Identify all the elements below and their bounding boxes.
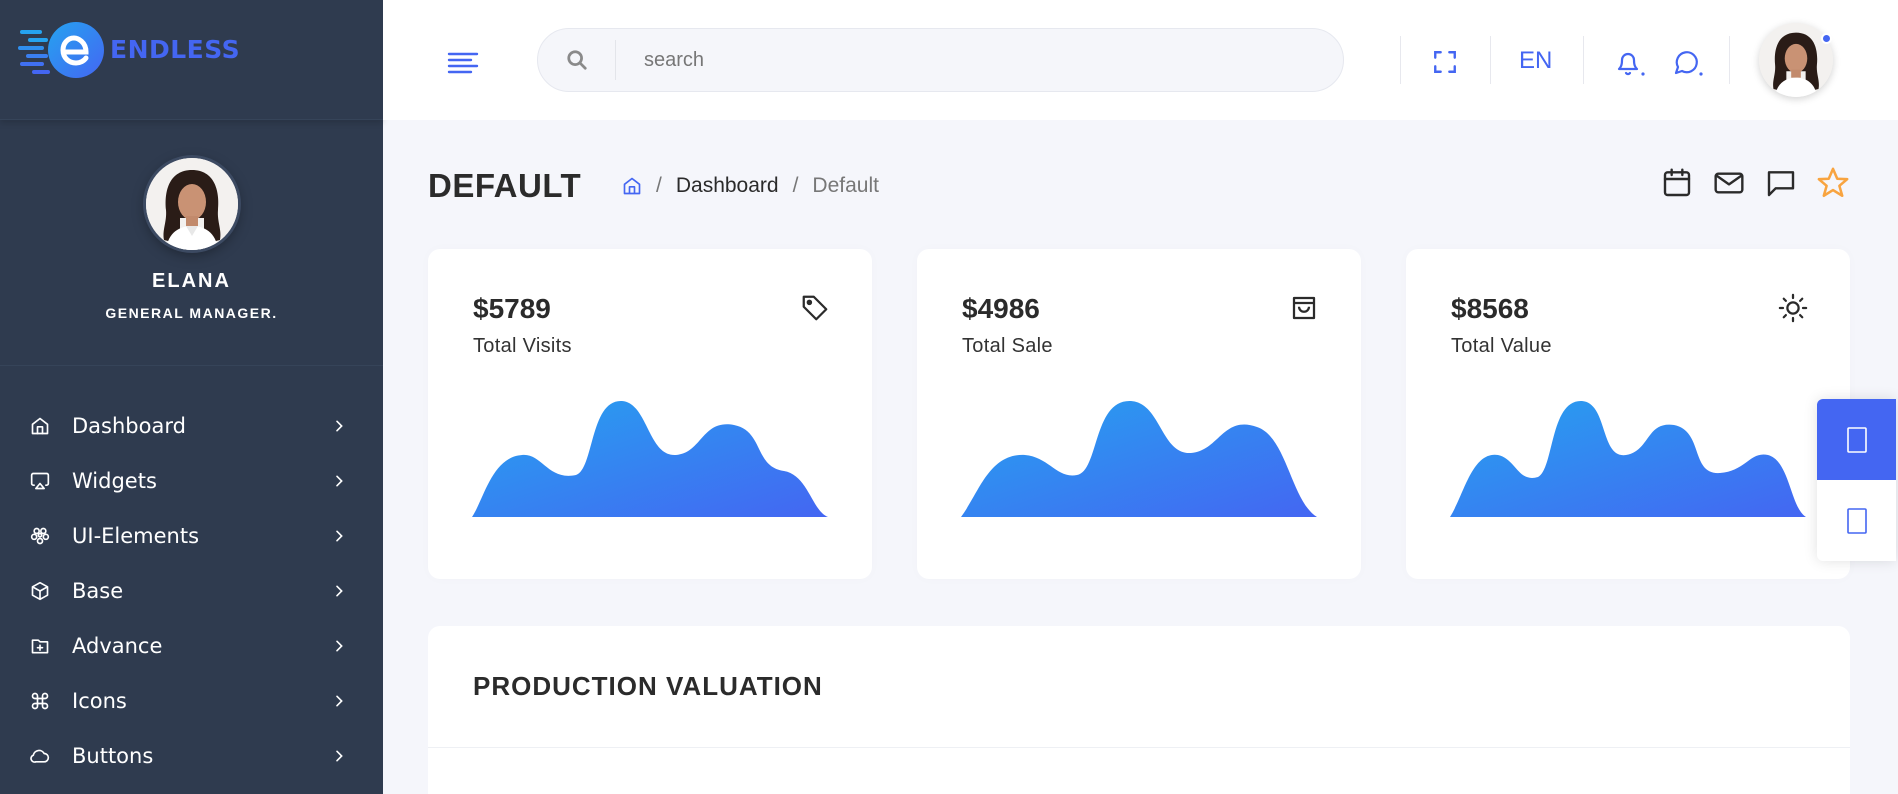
customizer-color-button[interactable] <box>1817 480 1896 561</box>
header-divider <box>1400 36 1401 84</box>
sidebar-item-label: Advance <box>72 633 163 658</box>
logo-icon[interactable] <box>18 16 104 84</box>
bell-icon[interactable] <box>1614 48 1648 78</box>
chevron-right-icon <box>336 530 343 541</box>
chevron-right-icon <box>336 695 343 706</box>
folder-plus-icon <box>30 636 50 656</box>
stat-label: Total Value <box>1451 335 1552 357</box>
sidebar-item-icons[interactable]: Icons <box>0 673 383 728</box>
sidebar-item-advance[interactable]: Advance <box>0 618 383 673</box>
mail-icon[interactable] <box>1712 166 1746 200</box>
stat-value: $8568 <box>1451 293 1529 324</box>
home-icon <box>30 416 50 436</box>
sidebar-item-label: UI-Elements <box>72 523 200 548</box>
chevron-right-icon <box>336 585 343 596</box>
sidebar-item-label: Dashboard <box>72 413 186 438</box>
stat-card-total-sale: $4986 Total Sale <box>917 249 1361 579</box>
hamburger-menu-icon[interactable] <box>447 50 479 74</box>
chevron-right-icon <box>336 640 343 651</box>
sidebar-item-label: Icons <box>72 688 127 713</box>
chevron-right-icon <box>336 475 343 486</box>
breadcrumb-current: Default <box>812 174 879 197</box>
user-profile: ELANA GENERAL MANAGER. <box>0 120 383 366</box>
header-divider <box>1583 36 1584 84</box>
box-icon <box>30 526 50 546</box>
sidebar-item-base[interactable]: Base <box>0 563 383 618</box>
top-header: EN <box>383 0 1898 120</box>
stat-value: $5789 <box>473 293 551 324</box>
airplay-icon <box>30 471 50 491</box>
avatar[interactable] <box>145 158 238 250</box>
profile-role: GENERAL MANAGER. <box>105 305 278 321</box>
search-input[interactable] <box>616 48 1216 72</box>
area-chart <box>961 400 1317 517</box>
tablet-icon <box>1846 426 1867 453</box>
cloud-icon <box>30 746 50 766</box>
tag-icon <box>802 295 828 321</box>
customizer-layout-button[interactable] <box>1817 399 1896 480</box>
fullscreen-icon[interactable] <box>1432 49 1458 75</box>
search-bar <box>537 28 1344 92</box>
quick-actions <box>1660 166 1850 200</box>
stat-label: Total Visits <box>473 335 572 357</box>
breadcrumb: / Dashboard / Default <box>622 174 879 198</box>
command-icon <box>30 691 50 711</box>
production-valuation-card: PRODUCTION VALUATION <box>428 626 1850 794</box>
breadcrumb-separator: / <box>792 174 799 197</box>
logo-bar: ENDLESS <box>0 0 383 120</box>
brand-name[interactable]: ENDLESS <box>110 35 241 64</box>
star-icon[interactable] <box>1816 166 1850 200</box>
message-circle-icon[interactable] <box>1672 48 1706 78</box>
language-selector[interactable]: EN <box>1519 47 1553 74</box>
header-divider <box>1490 36 1491 84</box>
breadcrumb-separator: / <box>656 174 662 197</box>
online-status-dot <box>1821 33 1832 44</box>
calendar-icon[interactable] <box>1660 166 1694 200</box>
card-title: PRODUCTION VALUATION <box>473 671 823 701</box>
card-divider <box>428 747 1850 748</box>
sidebar: ENDLESS ELANA GENERAL MANAGER. Dashboard <box>0 0 383 794</box>
sidebar-menu: Dashboard Widgets UI-Elements Base <box>0 366 383 783</box>
sidebar-item-label: Buttons <box>72 743 154 768</box>
sidebar-item-label: Base <box>72 578 124 603</box>
header-avatar[interactable] <box>1759 23 1833 97</box>
page-title: DEFAULT <box>428 167 582 204</box>
profile-name: ELANA <box>152 270 231 292</box>
shopping-bag-icon <box>1292 296 1316 320</box>
sidebar-item-ui-elements[interactable]: UI-Elements <box>0 508 383 563</box>
stat-label: Total Sale <box>962 335 1053 357</box>
sidebar-item-label: Widgets <box>72 468 157 493</box>
sidebar-item-widgets[interactable]: Widgets <box>0 453 383 508</box>
sun-icon <box>1778 293 1808 323</box>
sidebar-item-buttons[interactable]: Buttons <box>0 728 383 783</box>
chevron-right-icon <box>336 420 343 431</box>
message-square-icon[interactable] <box>1764 166 1798 200</box>
area-chart <box>472 400 828 517</box>
home-icon[interactable] <box>622 176 642 196</box>
sidebar-item-dashboard[interactable]: Dashboard <box>0 398 383 453</box>
customizer-panel <box>1817 399 1896 561</box>
search-icon[interactable] <box>538 40 616 80</box>
area-chart <box>1450 400 1806 517</box>
stat-card-total-value: $8568 Total Value <box>1406 249 1850 579</box>
tablet-icon <box>1846 507 1867 534</box>
stat-card-total-visits: $5789 Total Visits <box>428 249 872 579</box>
breadcrumb-dashboard[interactable]: Dashboard <box>675 174 779 197</box>
stat-value: $4986 <box>962 293 1040 324</box>
header-divider <box>1729 36 1730 84</box>
chevron-right-icon <box>336 750 343 761</box>
cube-icon <box>30 581 50 601</box>
